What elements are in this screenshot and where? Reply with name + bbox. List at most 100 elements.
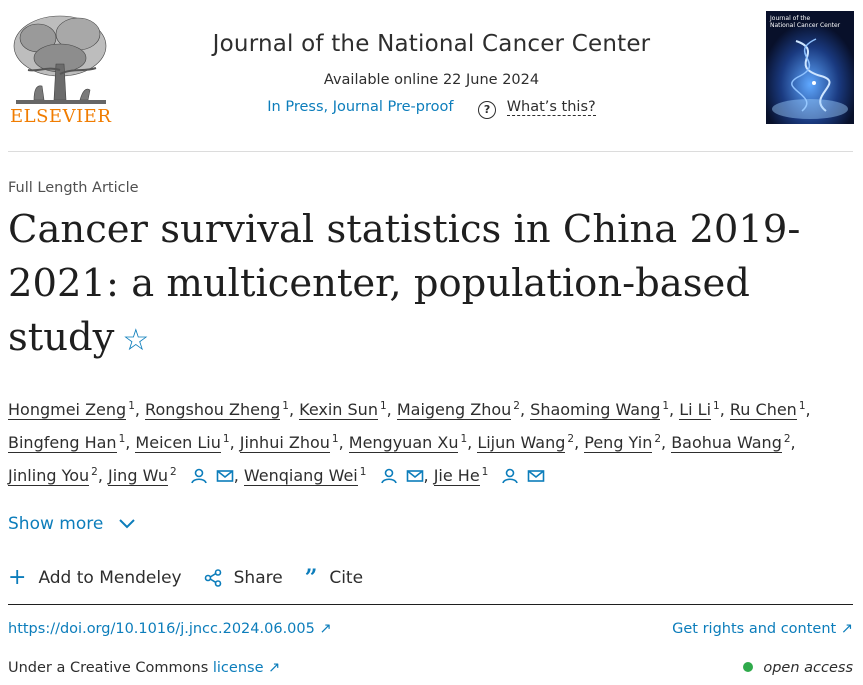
author-name: Jinling You xyxy=(8,466,90,486)
share-button[interactable]: Share xyxy=(204,568,283,588)
elsevier-logo[interactable]: ELSEVIER xyxy=(8,8,112,128)
author-name: Jinhui Zhou xyxy=(239,433,330,453)
in-press-link[interactable]: In Press, Journal Pre-proof xyxy=(267,99,454,115)
elsevier-tree-icon xyxy=(13,15,107,104)
author-link[interactable]: Hongmei Zeng 1 xyxy=(8,400,135,420)
show-more-label: Show more xyxy=(8,514,104,534)
affiliation-superscript: 1 xyxy=(379,400,387,412)
author-name: Rongshou Zheng xyxy=(145,400,281,420)
affiliation-superscript: 1 xyxy=(282,400,289,412)
author-link[interactable]: Bingfeng Han 1 xyxy=(8,433,126,453)
external-link-icon: ↗ xyxy=(268,660,281,676)
author-link[interactable]: Jinhui Zhou 1 xyxy=(239,433,339,453)
publication-status-row: In Press, Journal Pre-proof ? What’s thi… xyxy=(0,99,863,119)
author-link[interactable]: Li Li 1 xyxy=(679,400,720,420)
question-icon: ? xyxy=(478,101,497,119)
show-more-button[interactable]: Show more xyxy=(8,514,135,534)
license-prefix: Under a Creative Commons xyxy=(8,660,209,676)
cover-title-line2: National Cancer Center xyxy=(770,22,841,29)
author-link[interactable]: Peng Yin 2 xyxy=(584,433,662,453)
author-link[interactable]: Rongshou Zheng 1 xyxy=(145,400,289,420)
author-name: Bingfeng Han xyxy=(8,433,117,453)
email-icon xyxy=(528,470,545,482)
author-link[interactable]: Kexin Sun 1 xyxy=(299,400,387,420)
author-link[interactable]: Jie He 1 xyxy=(433,466,546,486)
affiliation-superscript: 1 xyxy=(359,466,367,478)
author-link[interactable]: Meicen Liu 1 xyxy=(135,433,230,453)
author-link[interactable]: Ru Chen 1 xyxy=(729,400,806,420)
doi-text: https://doi.org/10.1016/j.jncc.2024.06.0… xyxy=(8,621,315,637)
affiliation-superscript: 1 xyxy=(128,400,135,412)
article-toolbar: + Add to Mendeley Share ” Cite xyxy=(8,567,363,590)
elsevier-wordmark: ELSEVIER xyxy=(10,106,112,127)
person-icon xyxy=(502,468,519,484)
author-name: Shaoming Wang xyxy=(530,400,661,420)
affiliation-superscript: 1 xyxy=(222,433,230,445)
affiliation-superscript: 1 xyxy=(331,433,339,445)
affiliation-superscript: 2 xyxy=(91,466,98,478)
email-icon xyxy=(216,470,234,482)
author-name: Meicen Liu xyxy=(135,433,221,453)
author-name: Ru Chen xyxy=(729,400,797,420)
author-name: Wenqiang Wei xyxy=(243,466,358,486)
affiliation-superscript: 2 xyxy=(567,433,575,445)
add-to-mendeley-label: Add to Mendeley xyxy=(38,568,182,588)
cite-label: Cite xyxy=(329,568,364,588)
person-icon xyxy=(380,468,397,484)
article-title: Cancer survival statistics in China 2019… xyxy=(8,203,808,368)
license-row: Under a Creative Commons license ↗ xyxy=(8,660,280,676)
author-name: Peng Yin xyxy=(584,433,653,453)
author-link[interactable]: Lijun Wang 2 xyxy=(477,433,575,453)
author-link[interactable]: Baohua Wang 2 xyxy=(671,433,791,453)
author-name: Maigeng Zhou xyxy=(396,400,512,420)
external-link-icon: ↗ xyxy=(840,621,853,637)
author-name: Jing Wu xyxy=(108,466,168,486)
author-link[interactable]: Wenqiang Wei 1 xyxy=(243,466,424,486)
author-link[interactable]: Maigeng Zhou 2 xyxy=(396,400,520,420)
affiliation-superscript: 1 xyxy=(713,400,720,412)
email-icon xyxy=(406,470,423,482)
add-to-mendeley-button[interactable]: + Add to Mendeley xyxy=(8,567,182,589)
affiliation-superscript: 1 xyxy=(460,433,468,445)
affiliation-superscript: 1 xyxy=(481,466,489,478)
header-divider xyxy=(8,151,853,152)
rights-link[interactable]: Get rights and content ↗ xyxy=(672,621,853,637)
affiliation-superscript: 2 xyxy=(169,466,177,478)
author-name: Kexin Sun xyxy=(299,400,378,420)
star-icon[interactable]: ☆ xyxy=(122,323,150,358)
rights-text: Get rights and content xyxy=(672,621,837,637)
article-title-text: Cancer survival statistics in China 2019… xyxy=(8,207,801,360)
author-name: Hongmei Zeng xyxy=(8,400,127,420)
cite-button[interactable]: ” Cite xyxy=(305,567,363,589)
article-type: Full Length Article xyxy=(8,180,139,196)
cover-art xyxy=(766,11,854,124)
open-access-label: open access xyxy=(763,660,853,676)
author-name: Lijun Wang xyxy=(477,433,566,453)
license-link[interactable]: license ↗ xyxy=(213,660,280,676)
author-name: Mengyuan Xu xyxy=(348,433,459,453)
author-link[interactable]: Shaoming Wang 1 xyxy=(530,400,670,420)
share-icon xyxy=(204,569,221,587)
affiliation-superscript: 2 xyxy=(783,433,791,445)
license-link-text: license xyxy=(212,660,264,676)
affiliation-superscript: 2 xyxy=(513,400,520,412)
affiliation-superscript: 1 xyxy=(662,400,670,412)
quote-icon: ” xyxy=(304,565,318,591)
external-link-icon: ↗ xyxy=(319,621,332,637)
available-online-date: Available online 22 June 2024 xyxy=(323,72,540,88)
author-link[interactable]: Jing Wu 2 xyxy=(108,466,234,486)
doi-link[interactable]: https://doi.org/10.1016/j.jncc.2024.06.0… xyxy=(8,621,332,637)
cover-title-line1: Journal of the xyxy=(770,15,811,22)
journal-cover-image[interactable]: Journal of the National Cancer Center xyxy=(766,11,854,124)
author-name: Li Li xyxy=(679,400,712,420)
author-link[interactable]: Jinling You 2 xyxy=(8,466,98,486)
affiliation-superscript: 1 xyxy=(118,433,126,445)
journal-title-link[interactable]: Journal of the National Cancer Center xyxy=(212,31,651,57)
share-label: Share xyxy=(233,568,283,588)
affiliation-superscript: 2 xyxy=(654,433,662,445)
author-name: Baohua Wang xyxy=(671,433,782,453)
author-link[interactable]: Mengyuan Xu 1 xyxy=(348,433,468,453)
whats-this-link[interactable]: What’s this? xyxy=(506,99,596,116)
person-icon xyxy=(190,468,207,484)
open-access-dot-icon xyxy=(743,662,754,672)
